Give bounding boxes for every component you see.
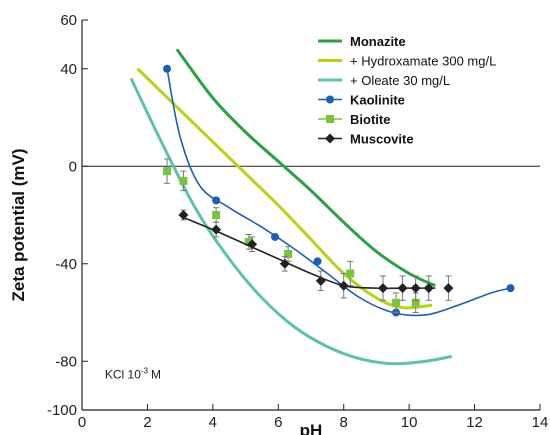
kaolinite-fit-line (166, 68, 511, 317)
x-axis-title: pH (300, 421, 323, 435)
y-tick-label: -40 (55, 256, 77, 273)
muscovite-point (443, 283, 454, 294)
muscovite-point (315, 275, 326, 286)
y-tick-label: -100 (47, 402, 77, 419)
biotite-point (411, 298, 420, 307)
y-tick-label: 60 (60, 12, 77, 29)
muscovite-point (211, 224, 222, 235)
x-tick-label: 2 (143, 414, 151, 431)
y-axis-title: Zeta potential (mV) (9, 148, 28, 301)
curve-monazite (175, 48, 436, 288)
legend-label: + Oleate 30 mg/L (350, 73, 450, 88)
annotation-text: KCl 10 (105, 367, 141, 381)
curve-hydroxamate-300-mg-l (136, 67, 433, 310)
electrolyte-annotation: KCl 10-3 M (105, 366, 161, 381)
x-axis-ticks: 0 2 4 6 8 10 12 14 (78, 404, 549, 431)
muscovite-point (279, 258, 290, 269)
legend-label: Biotite (350, 112, 390, 127)
muscovite-point (377, 283, 388, 294)
x-tick-label: 0 (78, 414, 86, 431)
annotation-unit: M (151, 367, 161, 381)
kaolinite-point (506, 284, 515, 293)
muscovite-point (338, 280, 349, 291)
y-tick-label: -80 (55, 353, 77, 370)
biotite-point (284, 250, 293, 258)
x-tick-label: 8 (340, 414, 348, 431)
kaolinite-point (212, 196, 221, 205)
muscovite-point (397, 283, 408, 294)
legend-label: + Hydroxamate 300 mg/L (350, 54, 496, 69)
x-tick-label: 12 (466, 414, 483, 431)
legend: Monazite + Hydroxamate 300 mg/L + Oleate 3… (318, 34, 496, 147)
legend-marker (326, 115, 334, 123)
legend-marker (325, 133, 335, 144)
annotation-exponent: -3 (141, 366, 149, 375)
legend-label: Muscovite (350, 132, 414, 147)
biotite-point (392, 298, 401, 307)
legend-label: Kaolinite (350, 93, 405, 108)
plot-area (81, 20, 540, 411)
kaolinite-point (313, 257, 322, 266)
biotite-point (346, 269, 355, 278)
kaolinite-point (271, 232, 280, 241)
biotite-point (244, 237, 253, 246)
x-tick-label: 6 (274, 414, 282, 431)
y-tick-label: 0 (69, 158, 77, 175)
y-tick-label: 40 (60, 61, 77, 78)
muscovite-point (410, 283, 421, 294)
biotite-point (179, 176, 188, 185)
x-tick-label: 10 (401, 414, 418, 431)
x-tick-label: 4 (209, 414, 217, 431)
muscovite-point (423, 283, 434, 294)
muscovite-point (247, 239, 258, 250)
curve-oleate-30-mg-l (129, 77, 452, 366)
x-tick-label: 14 (532, 414, 549, 431)
biotite-point (163, 167, 172, 176)
muscovite-fit-line (183, 216, 436, 290)
muscovite-point (178, 210, 189, 220)
kaolinite-point (163, 64, 172, 73)
y-axis-ticks: 60 40 0 -40 -80 -100 (47, 12, 88, 419)
biotite-point (212, 211, 221, 219)
legend-marker (326, 95, 334, 104)
legend-label: Monazite (350, 34, 406, 49)
